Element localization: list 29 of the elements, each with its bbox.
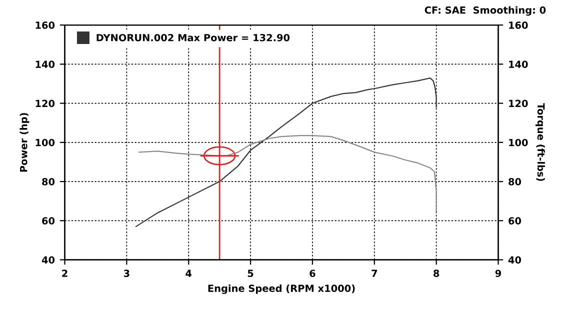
y-tick-label: 60	[42, 217, 55, 224]
y-tick-label: 120	[36, 100, 55, 108]
y-tick-label: 160	[36, 22, 55, 29]
y2-tick-label: 60	[508, 217, 522, 224]
legend-label: DYNORUN.002 Max Power = 132.90	[96, 34, 290, 42]
y2-tick-label: 100	[509, 138, 528, 146]
x-tick-label: 8	[434, 270, 440, 278]
y-tick-label: 100	[36, 138, 55, 146]
y2-axis-title: Torque (ft-lbs)	[536, 103, 545, 181]
y-axis-title: Power (hp)	[20, 113, 30, 172]
x-tick-label: 2	[62, 270, 68, 277]
y2-tick-label: 80	[508, 178, 522, 186]
x-axis-title: Engine Speed (RPM x1000)	[208, 284, 355, 294]
x-tick-label: 3	[124, 270, 130, 278]
x-tick-label: 9	[495, 270, 502, 278]
y-tick-label: 140	[36, 60, 55, 68]
y2-tick-label: 140	[509, 60, 528, 68]
x-tick-label: 4	[186, 270, 192, 277]
y2-tick-label: 40	[508, 256, 522, 264]
x-tick-label: 7	[372, 270, 378, 277]
y-tick-label: 40	[42, 256, 55, 264]
y2-tick-label: 120	[509, 100, 528, 108]
x-tick-label: 6	[310, 270, 316, 278]
x-tick-label: 5	[248, 270, 254, 278]
y2-tick-label: 160	[509, 22, 528, 29]
y-tick-label: 80	[42, 178, 55, 186]
line-series	[138, 135, 437, 212]
text: CF: SAE Smoothing: 0	[424, 6, 546, 16]
line-series	[135, 78, 437, 228]
